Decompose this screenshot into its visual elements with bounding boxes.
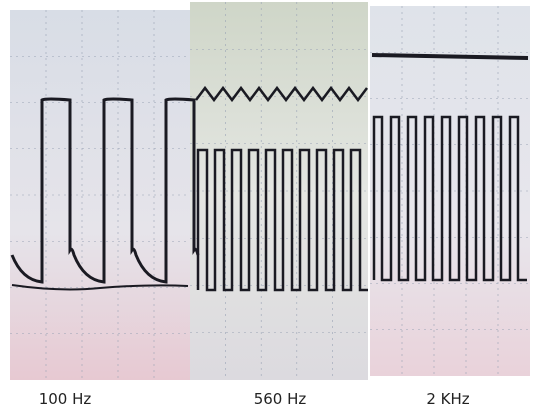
scope-screen — [190, 2, 368, 380]
waveform — [11, 284, 189, 291]
waveform — [195, 85, 368, 103]
grid — [10, 2, 530, 380]
waveform — [371, 53, 529, 60]
waveform — [372, 115, 527, 282]
waveforms — [10, 53, 529, 292]
waveform — [10, 97, 200, 284]
caption: 560 Hz — [254, 390, 307, 408]
caption: 2 KHz — [426, 390, 469, 408]
caption: 100 Hz — [39, 390, 92, 408]
waveform — [196, 148, 368, 292]
